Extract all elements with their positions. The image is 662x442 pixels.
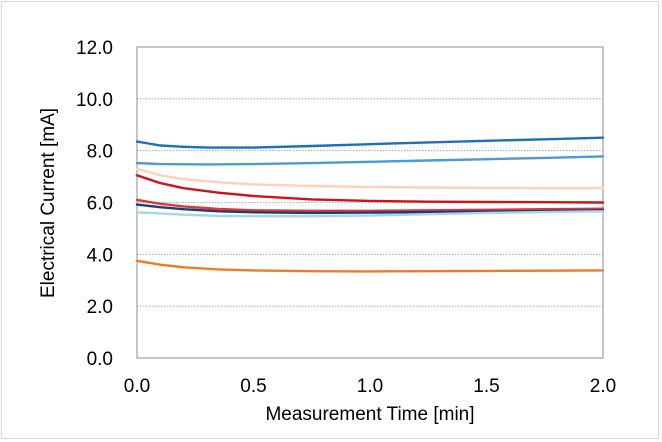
y-tick-label: 0.0 [87, 349, 113, 370]
x-tick-label: 2.0 [590, 376, 616, 397]
y-tick-label: 12.0 [76, 38, 113, 59]
y-tick-label: 10.0 [76, 90, 113, 111]
series-line-3 [135, 167, 605, 190]
y-tick-label: 2.0 [87, 297, 113, 318]
series-line-8 [135, 259, 605, 273]
series-line-2 [135, 155, 605, 166]
x-tick-label: 1.5 [473, 376, 499, 397]
x-tick-label: 0.0 [124, 376, 150, 397]
series-lines [135, 136, 605, 273]
y-tick-label: 6.0 [87, 194, 113, 215]
series-line-4 [135, 174, 605, 204]
tick-labels: 0.0 2.0 4.0 6.0 8.0 10.0 12.0 0.0 0.5 1.0 1.5 2.0 [76, 38, 616, 397]
series-line-7 [135, 210, 605, 218]
series-line-5 [135, 198, 605, 213]
y-axis-title: Electrical Current [mA] [38, 108, 59, 298]
y-tick-label: 4.0 [87, 245, 113, 266]
series-line-1 [135, 136, 605, 149]
x-tick-label: 0.5 [240, 376, 266, 397]
x-axis-title: Measurement Time [min] [265, 404, 474, 425]
y-tick-label: 8.0 [87, 142, 113, 163]
x-tick-label: 1.0 [357, 376, 383, 397]
